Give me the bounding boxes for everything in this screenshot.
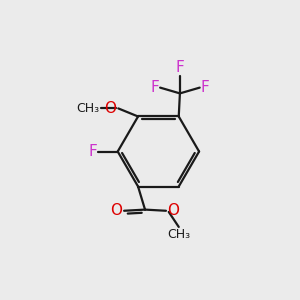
Text: O: O — [104, 101, 116, 116]
Text: O: O — [110, 203, 122, 218]
Text: O: O — [167, 203, 179, 218]
Text: F: F — [88, 144, 97, 159]
Text: F: F — [201, 80, 210, 95]
Text: F: F — [176, 60, 184, 75]
Text: CH₃: CH₃ — [167, 228, 190, 241]
Text: CH₃: CH₃ — [76, 102, 100, 115]
Text: F: F — [150, 80, 159, 95]
